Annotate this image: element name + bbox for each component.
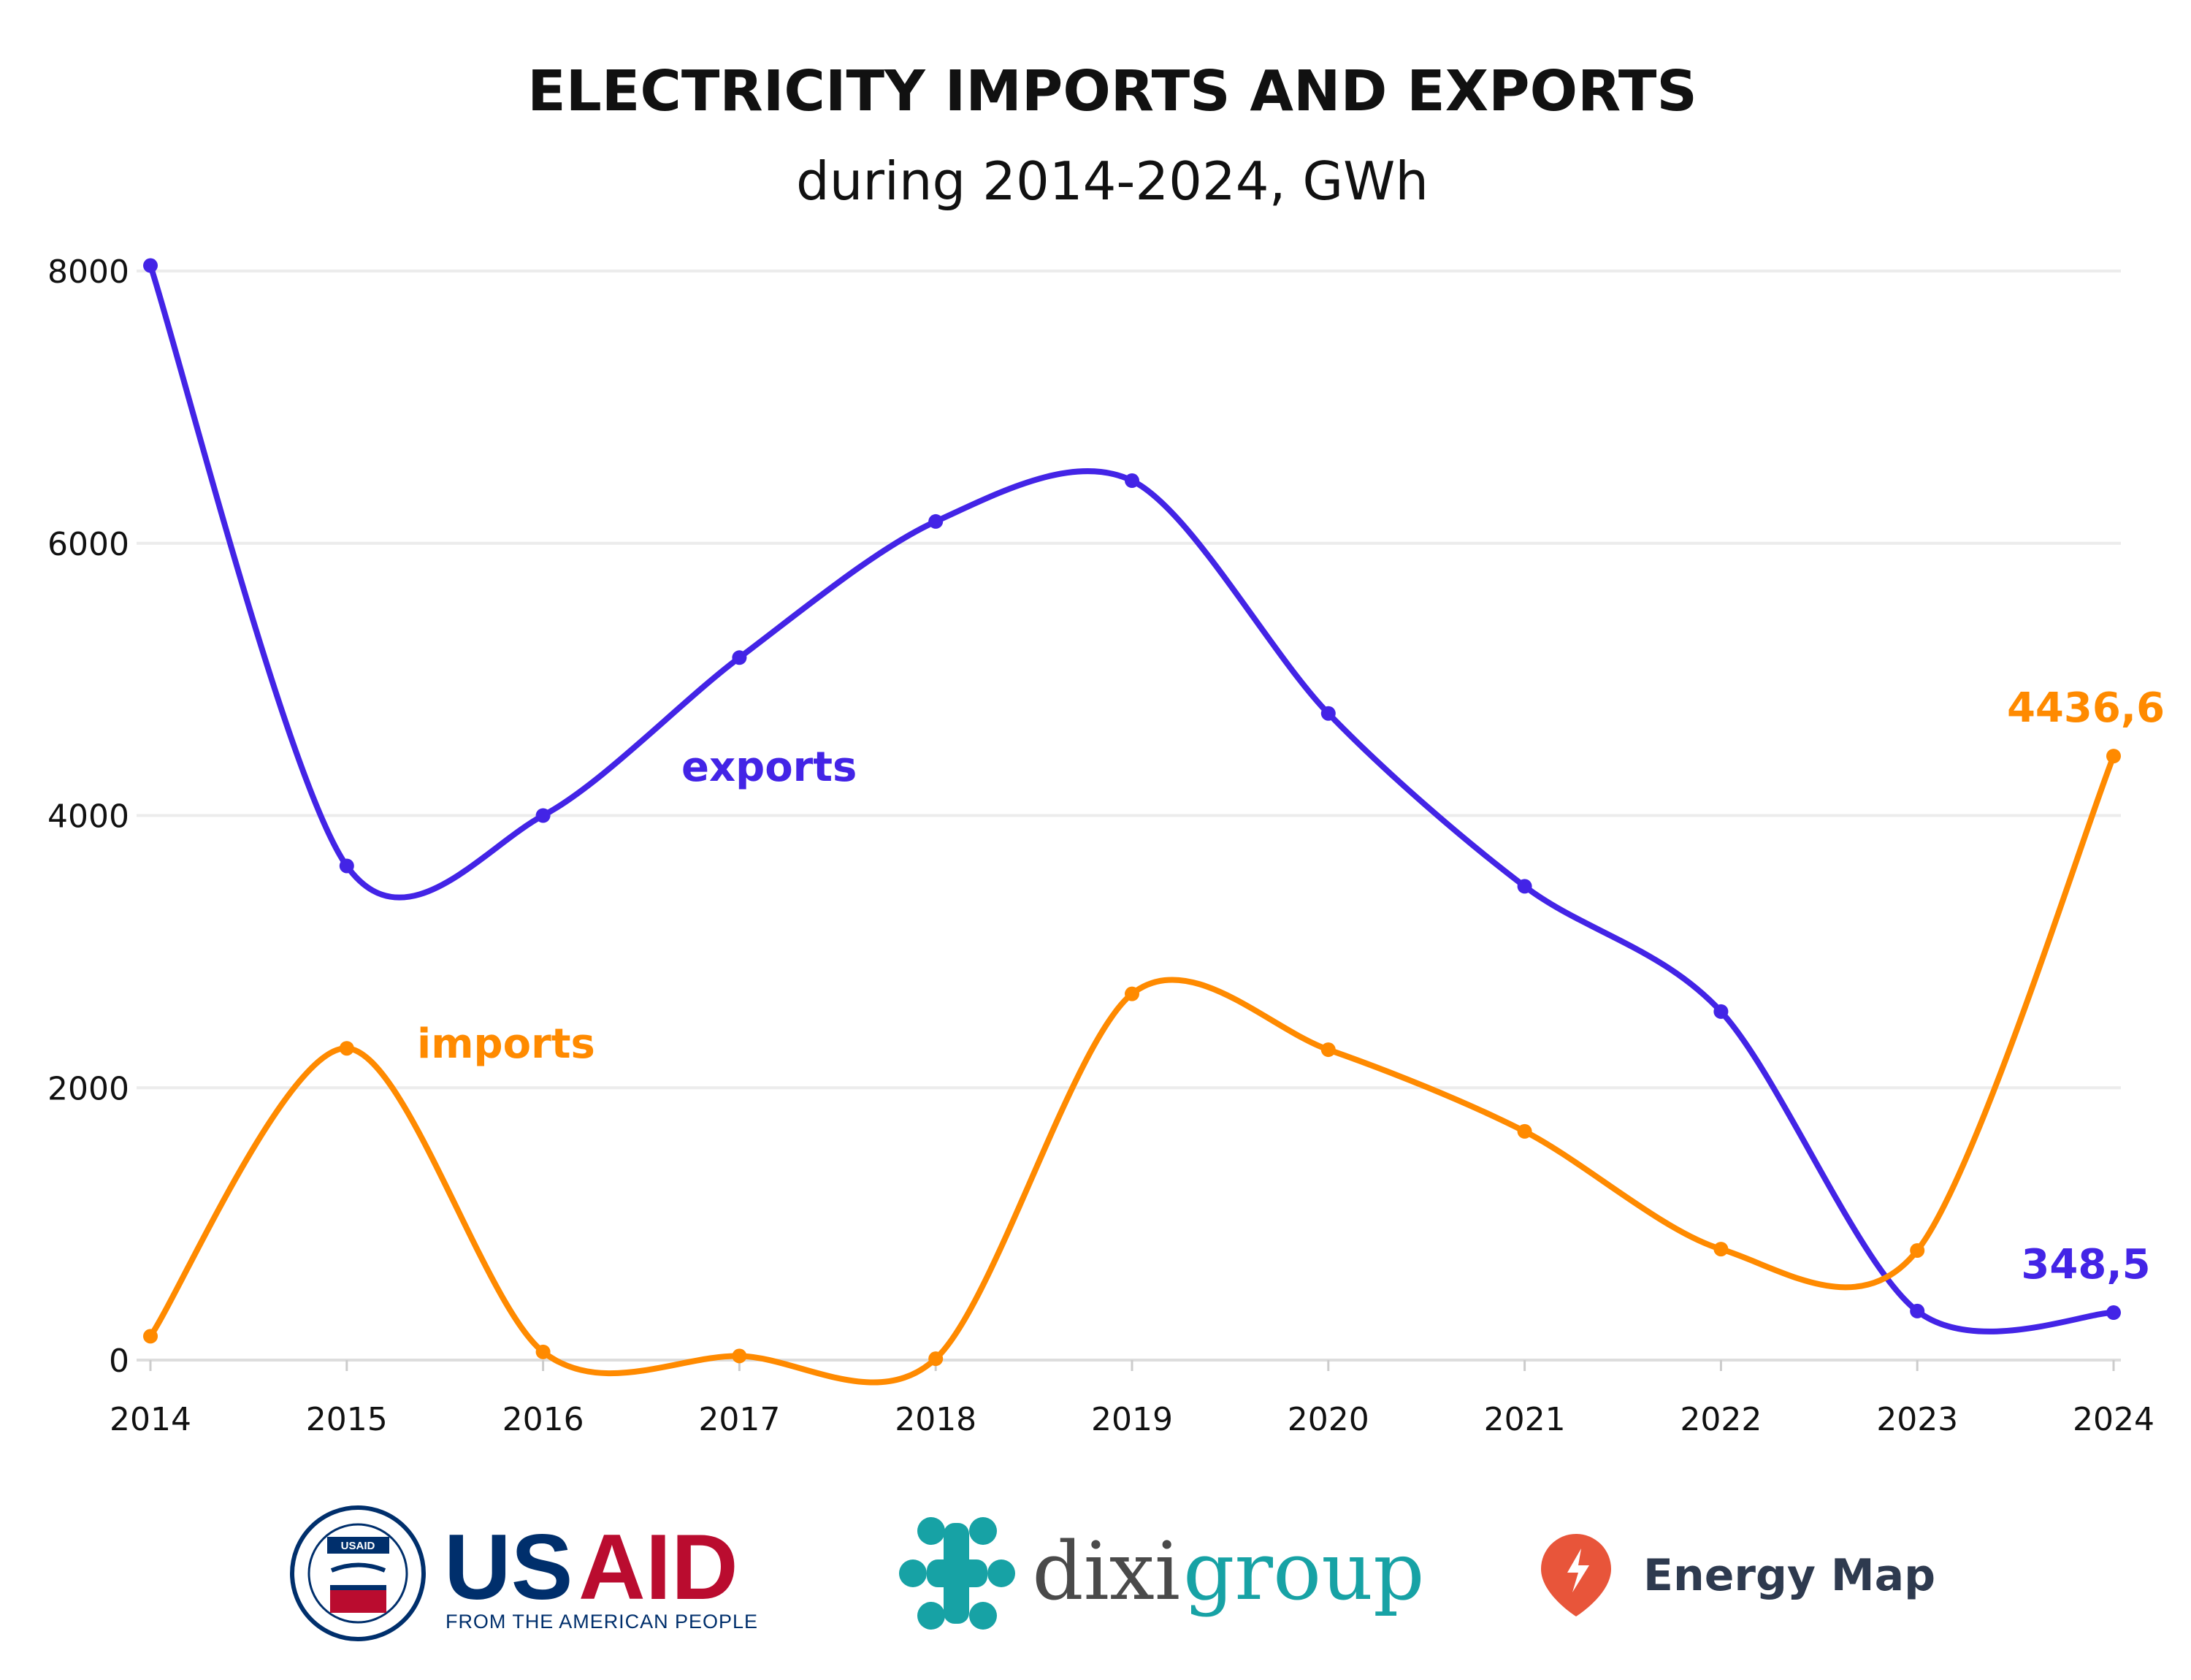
series-exports: exports 348,5 <box>143 258 2151 1335</box>
series-line-exports <box>148 264 2114 1335</box>
dixigroup-icon <box>899 1517 1015 1630</box>
series-line-imports <box>148 755 2117 1386</box>
x-tick-label: 2020 <box>1288 1401 1369 1438</box>
series-label-exports: exports <box>681 744 857 791</box>
x-tick-label: 2022 <box>1680 1401 1762 1438</box>
usaid-seal-badge: USAID <box>341 1540 375 1552</box>
data-point <box>732 1348 747 1364</box>
chart-subtitle: during 2014-2024, GWh <box>795 150 1429 212</box>
usaid-text-us: US <box>444 1515 573 1619</box>
data-point <box>1517 1123 1532 1139</box>
data-point <box>143 258 158 273</box>
data-point <box>1910 1303 1925 1318</box>
dixigroup-logo: dixi group <box>899 1517 1424 1630</box>
dixigroup-text-dixi: dixi <box>1032 1524 1180 1618</box>
data-point <box>928 1351 944 1367</box>
data-point <box>143 1329 158 1344</box>
data-label-imports: 4436,6 <box>2007 684 2165 732</box>
x-tick-label: 2023 <box>1876 1401 1958 1438</box>
logo-row: USAID US AID FROM THE AMERICAN PEOPLE d <box>0 1503 2191 1658</box>
data-point <box>339 858 354 874</box>
data-point <box>1320 1042 1336 1058</box>
line-chart: 0 2000 4000 6000 8000 2014 2015 2016 2017 2018 201… <box>47 253 2165 1438</box>
y-tick-label: 6000 <box>47 526 129 563</box>
data-point <box>2106 1305 2121 1321</box>
dixigroup-text-group: group <box>1183 1524 1424 1618</box>
data-point <box>732 650 747 665</box>
x-tick-label: 2019 <box>1091 1401 1173 1438</box>
x-tick-label: 2015 <box>306 1401 388 1438</box>
data-point <box>1713 1242 1729 1257</box>
data-point <box>1125 986 1139 1001</box>
y-tick-label: 2000 <box>47 1070 129 1107</box>
data-point <box>535 1344 551 1359</box>
y-tick-label: 4000 <box>47 798 129 836</box>
chart-title: ELECTRICITY IMPORTS AND EXPORTS <box>527 59 1697 124</box>
data-point <box>2106 749 2121 764</box>
data-point <box>1910 1242 1925 1258</box>
x-tick-label: 2021 <box>1484 1401 1566 1438</box>
usaid-tagline: FROM THE AMERICAN PEOPLE <box>446 1611 757 1633</box>
data-point <box>1713 1004 1729 1019</box>
series-label-imports: imports <box>417 1020 595 1068</box>
y-tick-label: 8000 <box>47 253 129 291</box>
x-tick-label: 2018 <box>895 1401 976 1438</box>
data-point <box>1517 879 1532 894</box>
logos-svg: USAID US AID FROM THE AMERICAN PEOPLE d <box>290 1505 1935 1641</box>
data-point <box>1320 706 1336 721</box>
series-imports: imports 4436,6 <box>143 684 2165 1386</box>
data-point <box>339 1041 354 1056</box>
map-pin-lightning-icon <box>1541 1534 1611 1616</box>
usaid-text-aid: AID <box>578 1515 738 1619</box>
energy-map-text: Energy Map <box>1643 1550 1935 1601</box>
y-tick-label: 0 <box>109 1343 129 1380</box>
usaid-seal-icon: USAID <box>290 1505 426 1641</box>
energy-map-logo: Energy Map <box>1541 1534 1935 1616</box>
x-tick-label: 2016 <box>502 1401 584 1438</box>
data-label-exports: 348,5 <box>2021 1241 2150 1288</box>
usaid-logo: USAID US AID FROM THE AMERICAN PEOPLE <box>290 1505 757 1641</box>
x-tick-label: 2017 <box>698 1401 780 1438</box>
data-point <box>928 513 944 529</box>
x-tick-label: 2014 <box>110 1401 191 1438</box>
data-point <box>1125 473 1139 489</box>
x-tick-label: 2024 <box>2073 1401 2154 1438</box>
data-point <box>535 808 551 823</box>
